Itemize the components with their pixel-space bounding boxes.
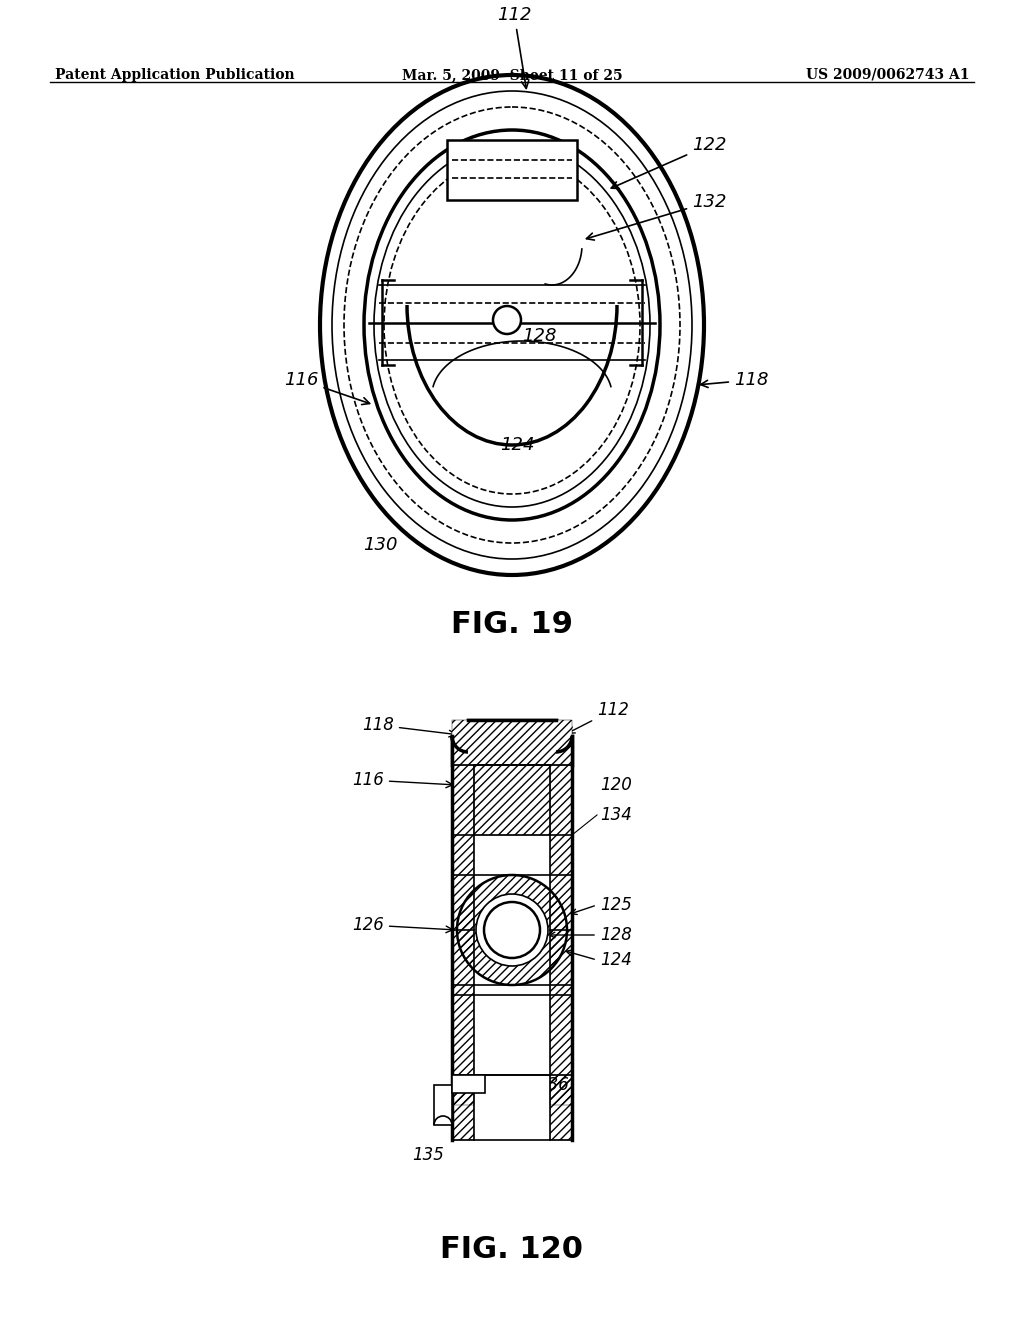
- Text: 112: 112: [568, 701, 629, 733]
- Bar: [474, 766, 550, 836]
- Text: 132: 132: [587, 193, 726, 240]
- Text: 126: 126: [352, 916, 453, 935]
- Text: 120: 120: [600, 776, 632, 795]
- Circle shape: [493, 306, 521, 334]
- Text: 136: 136: [537, 1076, 569, 1094]
- Text: 130: 130: [362, 536, 397, 554]
- Text: 116: 116: [284, 371, 370, 404]
- Bar: [550, 1074, 572, 1105]
- Bar: [452, 1074, 474, 1105]
- Text: 122: 122: [611, 136, 726, 189]
- Text: 124: 124: [500, 436, 535, 454]
- Bar: [474, 766, 550, 1140]
- Text: 128: 128: [522, 327, 556, 345]
- Circle shape: [484, 902, 540, 958]
- Text: 130: 130: [479, 791, 511, 809]
- Text: FIG. 19: FIG. 19: [451, 610, 573, 639]
- Bar: [452, 766, 474, 1140]
- Text: FIG. 120: FIG. 120: [440, 1236, 584, 1265]
- Bar: [434, 1085, 452, 1125]
- Text: Patent Application Publication: Patent Application Publication: [55, 69, 295, 82]
- Text: Mar. 5, 2009  Sheet 11 of 25: Mar. 5, 2009 Sheet 11 of 25: [401, 69, 623, 82]
- Text: US 2009/0062743 A1: US 2009/0062743 A1: [807, 69, 970, 82]
- Text: 124: 124: [600, 950, 632, 969]
- Bar: [550, 766, 572, 1140]
- Bar: [447, 140, 577, 201]
- Text: 118: 118: [700, 371, 768, 389]
- Text: 128: 128: [600, 927, 632, 944]
- Text: 135: 135: [412, 1146, 443, 1164]
- Text: 118: 118: [362, 715, 456, 737]
- Text: 112: 112: [497, 7, 531, 88]
- Bar: [452, 719, 572, 766]
- Bar: [452, 719, 572, 766]
- Text: 134: 134: [600, 807, 632, 824]
- Text: 116: 116: [352, 771, 453, 789]
- Bar: [452, 1074, 485, 1093]
- Circle shape: [476, 894, 548, 966]
- Text: 125: 125: [600, 896, 632, 913]
